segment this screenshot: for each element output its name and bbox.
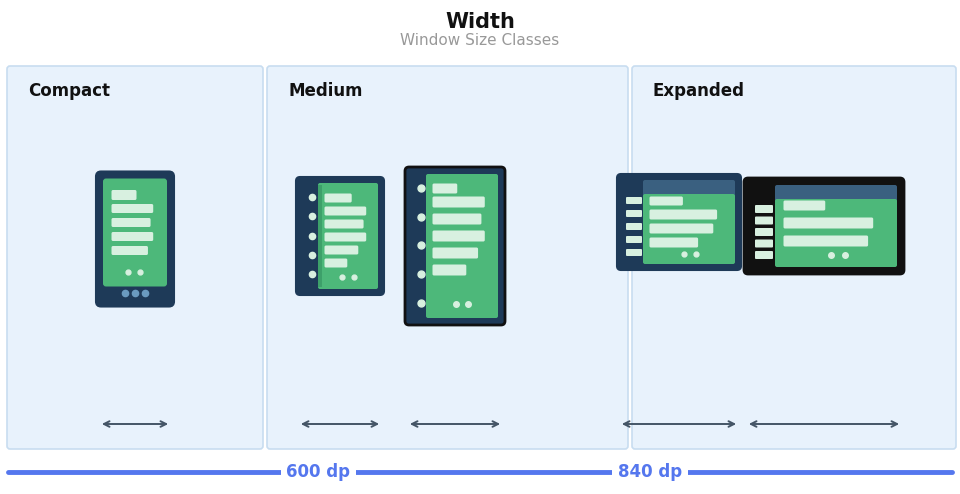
FancyBboxPatch shape [650,197,683,206]
Text: Expanded: Expanded [653,82,745,100]
Text: 840 dp: 840 dp [618,463,682,481]
FancyBboxPatch shape [111,218,151,227]
FancyBboxPatch shape [626,197,642,204]
FancyBboxPatch shape [650,223,713,234]
FancyBboxPatch shape [617,174,741,270]
FancyBboxPatch shape [324,194,351,203]
FancyBboxPatch shape [433,264,467,276]
FancyBboxPatch shape [775,199,897,267]
FancyBboxPatch shape [643,194,735,264]
Text: Window Size Classes: Window Size Classes [400,33,560,47]
FancyBboxPatch shape [111,232,154,241]
FancyBboxPatch shape [324,233,366,242]
Text: Width: Width [445,12,515,32]
FancyBboxPatch shape [324,258,348,267]
FancyBboxPatch shape [650,209,717,219]
FancyBboxPatch shape [324,219,364,229]
FancyBboxPatch shape [755,240,773,247]
FancyBboxPatch shape [111,246,148,255]
FancyBboxPatch shape [111,190,136,200]
FancyBboxPatch shape [433,197,485,207]
FancyBboxPatch shape [626,236,642,243]
FancyBboxPatch shape [318,185,322,287]
FancyBboxPatch shape [426,174,498,318]
FancyBboxPatch shape [433,183,457,194]
FancyBboxPatch shape [267,66,628,449]
FancyBboxPatch shape [318,183,378,289]
FancyBboxPatch shape [775,185,897,203]
FancyBboxPatch shape [111,204,154,213]
Text: Medium: Medium [288,82,363,100]
Text: 600 dp: 600 dp [286,463,350,481]
FancyBboxPatch shape [783,217,874,229]
FancyBboxPatch shape [433,247,478,258]
FancyBboxPatch shape [626,223,642,230]
FancyBboxPatch shape [433,213,481,224]
FancyBboxPatch shape [783,236,868,247]
FancyBboxPatch shape [755,228,773,236]
FancyBboxPatch shape [755,216,773,224]
FancyBboxPatch shape [755,251,773,259]
FancyBboxPatch shape [324,246,358,254]
FancyBboxPatch shape [632,66,956,449]
FancyBboxPatch shape [650,238,698,247]
FancyBboxPatch shape [783,201,826,210]
FancyBboxPatch shape [755,205,773,213]
FancyBboxPatch shape [405,167,505,325]
FancyBboxPatch shape [626,249,642,256]
FancyBboxPatch shape [7,66,263,449]
FancyBboxPatch shape [433,231,485,242]
FancyBboxPatch shape [626,210,642,217]
Text: Compact: Compact [28,82,110,100]
FancyBboxPatch shape [643,180,735,198]
FancyBboxPatch shape [96,171,174,306]
FancyBboxPatch shape [103,178,167,287]
FancyBboxPatch shape [744,178,904,274]
FancyBboxPatch shape [324,206,366,215]
FancyBboxPatch shape [296,177,384,295]
